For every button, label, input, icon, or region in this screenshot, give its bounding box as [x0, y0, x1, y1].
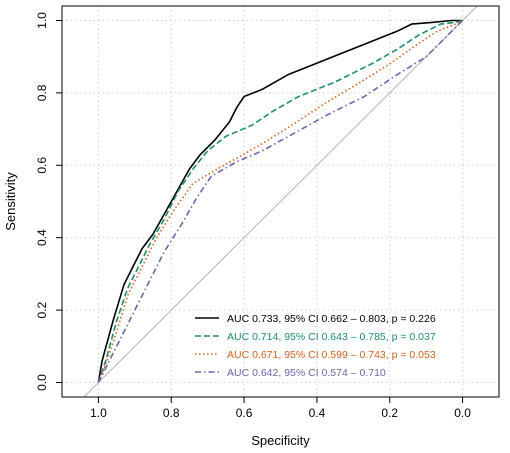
- x-axis: 1.0 0.8 0.6 0.4 0.2 0.0: [90, 397, 471, 420]
- series-layer: [97, 19, 464, 383]
- x-tick-label: 0.6: [236, 406, 253, 420]
- legend: AUC 0.733, 95% CI 0.662 – 0.803, p = 0.2…: [195, 313, 436, 379]
- y-tick-label: 0.8: [35, 84, 49, 101]
- series-line-3: [97, 19, 463, 383]
- series-line-1: [97, 19, 463, 383]
- legend-entry-2: AUC 0.714, 95% CI 0.643 – 0.785, p = 0.0…: [227, 331, 436, 343]
- legend-entry-4: AUC 0.642, 95% CI 0.574 – 0.710: [227, 367, 386, 379]
- x-tick-label: 0.2: [381, 406, 398, 420]
- x-tick-label: 0.0: [454, 406, 471, 420]
- x-tick-label: 0.4: [309, 406, 326, 420]
- series-line-4: [97, 19, 464, 383]
- y-tick-label: 0.4: [35, 229, 49, 246]
- y-axis: 0.0 0.2 0.4 0.6 0.8 1.0: [35, 12, 62, 391]
- plot-frame: [61, 5, 500, 398]
- y-tick-label: 0.2: [35, 301, 49, 318]
- y-axis-title: Sensitivity: [3, 172, 18, 231]
- reference-diagonal-line: [83, 5, 478, 398]
- legend-entry-3: AUC 0.671, 95% CI 0.599 – 0.743, p = 0.0…: [227, 349, 436, 361]
- y-tick-label: 0.0: [35, 374, 49, 391]
- legend-entry-1: AUC 0.733, 95% CI 0.662 – 0.803, p = 0.2…: [227, 313, 436, 325]
- x-axis-title: Specificity: [251, 433, 310, 448]
- y-tick-label: 0.6: [35, 157, 49, 174]
- series-line-2: [97, 19, 463, 383]
- x-tick-label: 0.8: [163, 406, 180, 420]
- x-tick-label: 1.0: [90, 406, 107, 420]
- y-tick-label: 1.0: [35, 12, 49, 29]
